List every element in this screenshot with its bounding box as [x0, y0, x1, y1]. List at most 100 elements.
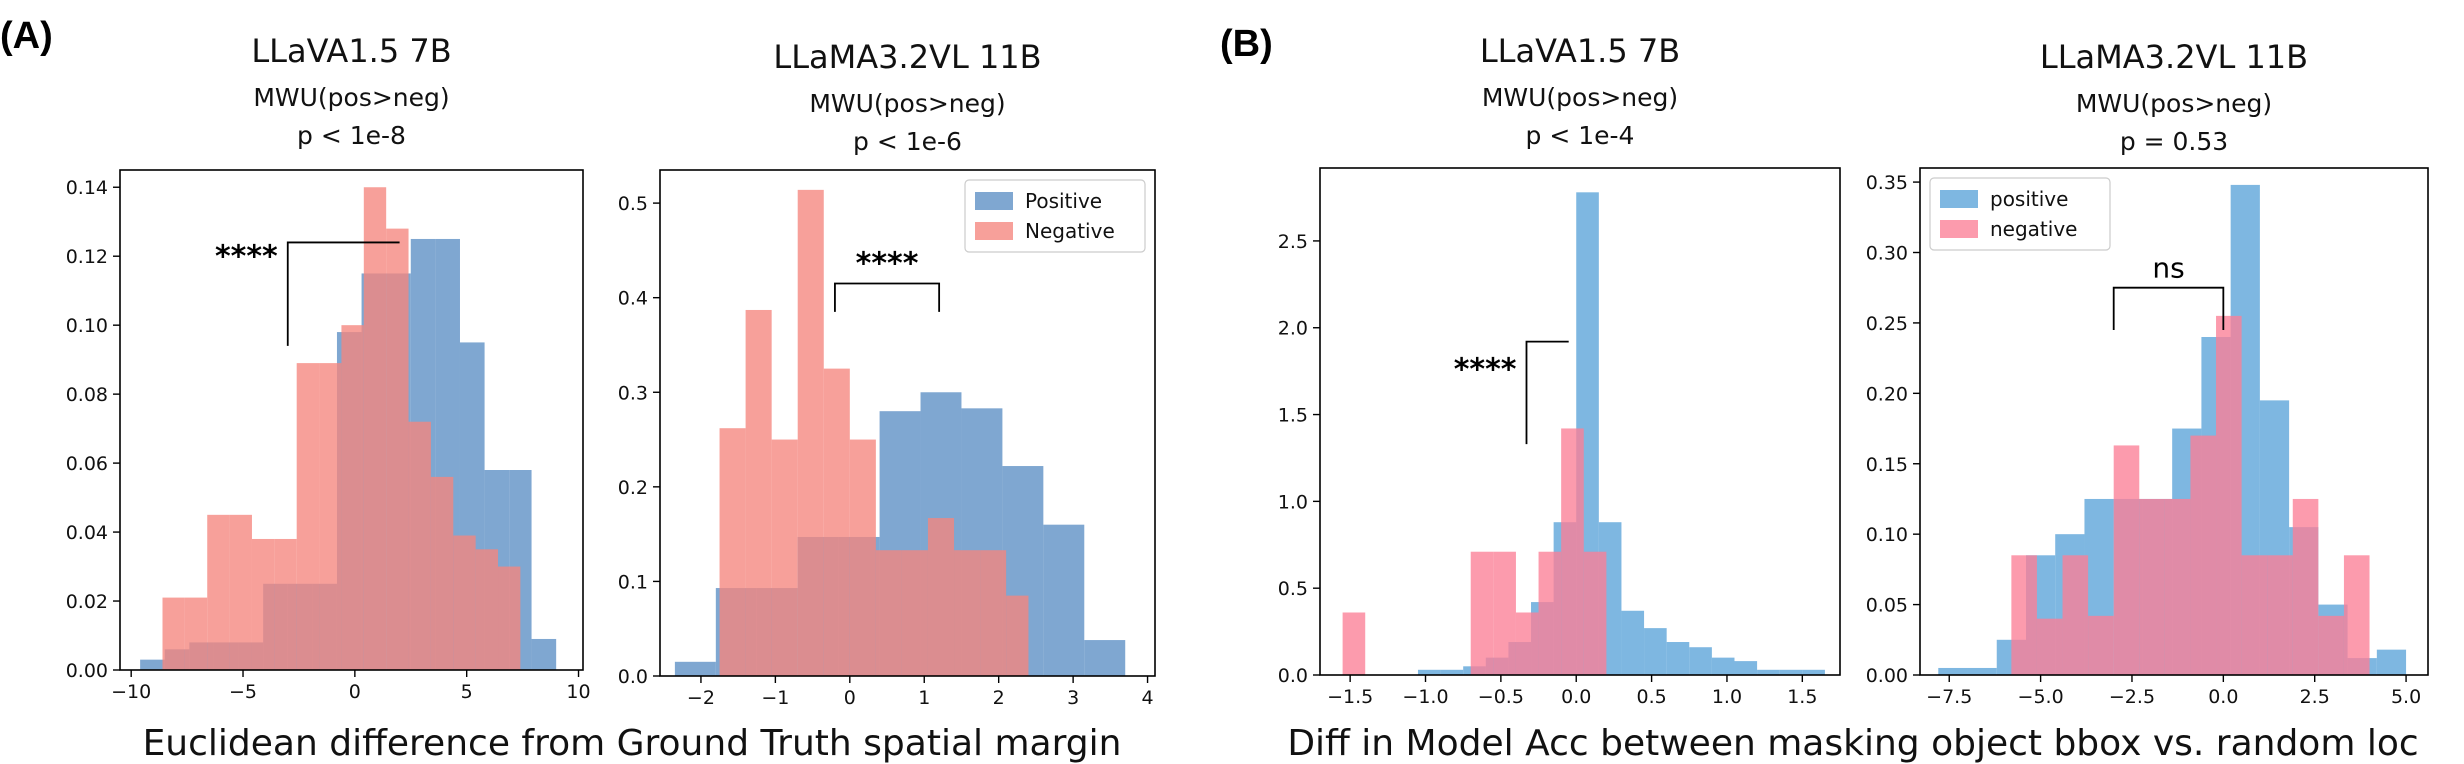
bar-positive-0 — [1417, 669, 1441, 675]
panel-a-xlabel: Euclidean difference from Ground Truth s… — [143, 723, 1122, 764]
x-tick-label: 0 — [349, 681, 361, 703]
bar-negative-8 — [927, 518, 955, 676]
chart-axes-frame — [659, 169, 1156, 677]
x-tick-label: 4 — [1142, 687, 1154, 709]
x-tick-label: 1.5 — [1787, 686, 1817, 708]
y-tick-label: 0.10 — [66, 315, 108, 337]
bar-positive-9 — [1043, 524, 1085, 676]
bar-negative-2 — [1470, 551, 1494, 675]
bar-negative-1 — [745, 309, 772, 676]
bar-negative-5 — [2139, 498, 2165, 675]
y-tick-label: 0.04 — [66, 522, 108, 544]
y-tick-label: 1.5 — [1278, 405, 1308, 427]
legend-label-positive: Positive — [1025, 189, 1102, 213]
bar-negative-12 — [2318, 615, 2344, 675]
bar-negative-10 — [2267, 555, 2293, 675]
bar-negative-0 — [162, 597, 185, 670]
significance-bracket — [2112, 286, 2225, 330]
x-tick-label: 1.0 — [1712, 686, 1742, 708]
y-tick-label: 0.08 — [66, 384, 108, 406]
chart-title: LLaVA1.5 7B — [1480, 32, 1680, 70]
chart-llava-acc: LLaVA1.5 7B MWU(pos>neg) p < 1e-4 −1.5 −1.0 −… — [1278, 32, 1841, 708]
x-tick-label: −1.5 — [1327, 686, 1373, 708]
bar-negative-0 — [2011, 555, 2037, 675]
y-tick-label: 0.4 — [618, 288, 648, 310]
legend-swatch-positive — [1940, 190, 1978, 208]
bar-negative-1 — [2036, 618, 2063, 675]
x-tick-label: −0.5 — [1478, 686, 1524, 708]
bar-negative-13 — [453, 535, 476, 670]
chart-llama-acc: LLaMA3.2VL 11B MWU(pos>neg) p = 0.53 −7.5 −5… — [1866, 38, 2429, 708]
bar-negative-6 — [2164, 498, 2191, 675]
bar-positive-0 — [1938, 667, 1968, 675]
y-tick-label: 0.15 — [1866, 454, 1908, 476]
bar-negative-5 — [849, 439, 876, 676]
chart-axes-frame — [1919, 167, 2429, 676]
legend: Positive Negative — [964, 179, 1146, 253]
bar-negative-10 — [386, 228, 409, 670]
y-tick-label: 0.5 — [1278, 578, 1308, 600]
legend-swatch-negative — [1940, 220, 1978, 238]
bar-positive-15 — [2376, 649, 2407, 675]
bar-negative-4 — [823, 368, 850, 676]
x-tick-label: −1.0 — [1402, 686, 1448, 708]
bar-negative-5 — [274, 538, 297, 670]
y-tick-label: 0.14 — [66, 177, 108, 199]
y-tick-label: 0.30 — [1866, 243, 1908, 265]
bar-negative-6 — [296, 363, 320, 670]
bar-positive-10 — [1644, 628, 1667, 675]
y-tick-label: 0.00 — [1866, 665, 1908, 687]
x-tick-label: 5.0 — [2391, 686, 2421, 708]
bar-negative-5 — [1538, 551, 1562, 675]
chart-bars — [1342, 192, 1825, 675]
legend-swatch-negative — [975, 222, 1013, 240]
significance-label: **** — [856, 246, 919, 281]
x-tick-label: 2 — [993, 687, 1005, 709]
bar-negative-10 — [980, 550, 1007, 676]
significance-label: ns — [2152, 252, 2184, 285]
y-tick-label: 0.25 — [1866, 313, 1908, 335]
chart-subtitle-pvalue: p < 1e-6 — [853, 127, 962, 156]
y-tick-label: 0.0 — [618, 666, 648, 688]
chart-bars — [1938, 184, 2407, 675]
bar-negative-15 — [498, 566, 521, 670]
legend-label-negative: negative — [1990, 217, 2077, 241]
bar-negative-9 — [363, 187, 387, 670]
x-tick-label: −2 — [687, 687, 715, 709]
bar-negative-7 — [2190, 435, 2217, 675]
bar-positive-12 — [1689, 647, 1712, 675]
y-tick-label: 0.5 — [618, 193, 648, 215]
bar-negative-6 — [875, 550, 902, 676]
x-tick-label: 0.5 — [1636, 686, 1666, 708]
bar-positive-17 — [1802, 669, 1825, 675]
x-tick-label: −10 — [111, 681, 151, 703]
bar-positive-15 — [1757, 669, 1780, 675]
chart-title: LLaMA3.2VL 11B — [2040, 38, 2308, 76]
x-tick-label: 0.0 — [2208, 686, 2238, 708]
bar-negative-11 — [2292, 498, 2319, 675]
x-tick-label: 10 — [566, 681, 590, 703]
bar-positive-0 — [140, 659, 165, 670]
y-tick-label: 0.10 — [1866, 524, 1908, 546]
x-tick-label: 0.0 — [1561, 686, 1591, 708]
chart-llama-euclid: LLaMA3.2VL 11B MWU(pos>neg) p < 1e-6 −2 −1 0 1… — [618, 38, 1156, 709]
panel-b-label: (B) — [1220, 23, 1273, 65]
bar-positive-1 — [1967, 667, 1997, 675]
bar-positive-10 — [1084, 640, 1126, 676]
significance-bracket — [286, 241, 400, 346]
significance-label: **** — [215, 239, 278, 274]
x-tick-label: 5 — [461, 681, 473, 703]
chart-title: LLaMA3.2VL 11B — [773, 38, 1041, 76]
y-tick-label: 0.06 — [66, 453, 108, 475]
bar-negative-2 — [2062, 555, 2089, 675]
legend-label-negative: Negative — [1025, 219, 1115, 243]
bar-negative-9 — [2241, 555, 2268, 675]
y-tick-label: 0.3 — [618, 382, 648, 404]
x-tick-label: −7.5 — [1926, 686, 1972, 708]
chart-subtitle-test: MWU(pos>neg) — [253, 83, 449, 112]
bar-positive-1 — [1440, 669, 1464, 675]
bar-negative-2 — [771, 439, 798, 676]
bar-negative-3 — [797, 189, 824, 676]
chart-title: LLaVA1.5 7B — [251, 32, 451, 70]
bar-positive-9 — [1621, 610, 1645, 675]
